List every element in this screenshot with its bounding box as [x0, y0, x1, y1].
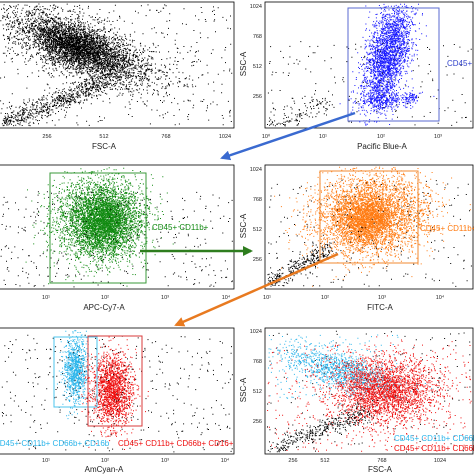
tl-sparse-events: [0, 4, 233, 126]
bl-sparse-events: [1, 334, 233, 453]
tl-debris-band: [1, 71, 121, 127]
gate-cd45-cd11b-orange: [319, 170, 419, 264]
br-xlabel: FSC-A: [368, 465, 393, 474]
gate-labels: CD45+ CD45+ CD11b+ CD45+ CD11b+ CD45+ CD…: [0, 59, 474, 453]
mr-ytick-1: 512: [253, 227, 262, 233]
br-red-sparse: [267, 344, 472, 452]
tl-xtick-2: 768: [161, 134, 170, 140]
gate-label-red: CD45+ CD11b+ CD66b+ CD16+: [118, 439, 234, 448]
bl-xtick-0: 10¹: [42, 458, 50, 464]
ml-xlabel: APC-Cy7-A: [83, 303, 125, 312]
tr-ytick-3: 1024: [250, 4, 262, 10]
tr-ylabel: SSC-A: [239, 51, 248, 76]
br-sparse-events: [267, 330, 471, 453]
tr-ytick-0: 256: [253, 94, 262, 100]
panel-middle-right-frame: [264, 164, 474, 290]
ml-xtick-1: 10²: [101, 295, 109, 301]
panel-bottom-left-frame: [0, 327, 235, 455]
gate-label-orange-cd45-cd11b: CD45+ CD11b+: [420, 224, 474, 233]
bl-xtick-2: 10³: [161, 458, 169, 464]
mr-xtick-1: 10²: [321, 295, 329, 301]
mr-ytick-0: 256: [253, 257, 262, 263]
mr-cd11b-core: [323, 182, 426, 264]
panel-top-left-frame: [0, 1, 235, 129]
mr-xtick-2: 10³: [378, 295, 386, 301]
ml-xtick-3: 10⁴: [222, 294, 231, 301]
tl-dense-core: [11, 12, 148, 81]
tr-xlabel: Pacific Blue-A: [357, 142, 407, 151]
tr-xtick-0: 10⁰: [262, 133, 271, 140]
panel-top-right-frame: [264, 1, 474, 129]
tr-xtick-3: 10³: [434, 134, 442, 140]
br-red-population: [306, 335, 469, 444]
tl-main-population: [1, 3, 209, 111]
br-ylabel: SSC-A: [239, 377, 248, 402]
bl-xtick-3: 10⁴: [221, 457, 230, 464]
bl-cyan-population: [56, 330, 93, 420]
mr-ytick-2: 768: [253, 197, 262, 203]
bl-red-population: [80, 336, 149, 450]
br-cyan-sparse: [268, 334, 401, 400]
gating-arrows: [140, 111, 356, 327]
gate-cd16b-cyan: [53, 336, 98, 408]
ml-xtick-2: 10³: [161, 295, 169, 301]
tr-xtick-1: 10¹: [319, 134, 327, 140]
br-xtick-2: 768: [377, 458, 386, 464]
arrow-cd45-to-cd11b: [220, 111, 356, 161]
gate-label-green-cd45-cd11b: CD45+ CD11b+: [152, 223, 209, 232]
gate-cd16-red: [87, 335, 143, 427]
mr-xtick-0: 10¹: [263, 295, 271, 301]
tr-cd45-lower2: [396, 86, 423, 108]
br-xtick-0: 256: [288, 458, 297, 464]
axis-labels: 256 512 768 1024 FSC-A 10⁰ 10¹ 10² 10³ P…: [42, 4, 446, 474]
tl-xtick-1: 512: [99, 134, 108, 140]
gate-label-cd45: CD45+: [447, 59, 472, 68]
br-ytick-2: 768: [253, 359, 262, 365]
mr-ytick-3: 1024: [250, 167, 262, 173]
event-dots: [0, 3, 472, 453]
legend-red: CD45+ CD11b+ CD66b+: [394, 444, 474, 453]
mr-xtick-3: 10⁴: [436, 294, 445, 301]
bl-xtick-1: 10²: [101, 458, 109, 464]
tr-low-events: [267, 90, 335, 127]
legend-cyan: CD45+ CD11b+ CD66b+: [394, 434, 474, 443]
panel-frames: [0, 1, 474, 455]
gate-cd45-cd11b-green: [49, 172, 147, 284]
arrow-orange-to-amcyan: [174, 252, 339, 327]
tr-sparse-events: [267, 41, 472, 126]
tr-ytick-1: 512: [253, 64, 262, 70]
br-xtick-1: 512: [320, 458, 329, 464]
mr-ylabel: SSC-A: [239, 213, 248, 238]
mr-sparse-events: [268, 179, 472, 288]
mr-xlabel: FITC-A: [367, 303, 393, 312]
tr-cd45-lower: [348, 87, 435, 112]
tl-xtick-3: 1024: [219, 134, 231, 140]
br-xtick-3: 1024: [434, 458, 446, 464]
br-ytick-0: 256: [253, 419, 262, 425]
gate-label-cyan: CD45+ CD11b+ CD66b+ CD16b: [0, 439, 110, 448]
tl-xtick-0: 256: [42, 134, 51, 140]
tr-xtick-2: 10²: [377, 134, 385, 140]
bl-xlabel: AmCyan-A: [85, 465, 124, 474]
tr-ytick-2: 768: [253, 34, 262, 40]
tl-xlabel: FSC-A: [92, 142, 117, 151]
br-ytick-3: 1024: [250, 329, 262, 335]
gates: [49, 7, 440, 427]
panel-bottom-right-frame: [264, 327, 474, 455]
tr-cd45-population: [339, 3, 427, 126]
ml-xtick-0: 10¹: [42, 295, 50, 301]
panel-middle-left-frame: [0, 164, 235, 290]
gate-cd45: [347, 7, 440, 122]
br-ytick-1: 512: [253, 389, 262, 395]
ml-cd11b-core: [69, 177, 158, 273]
